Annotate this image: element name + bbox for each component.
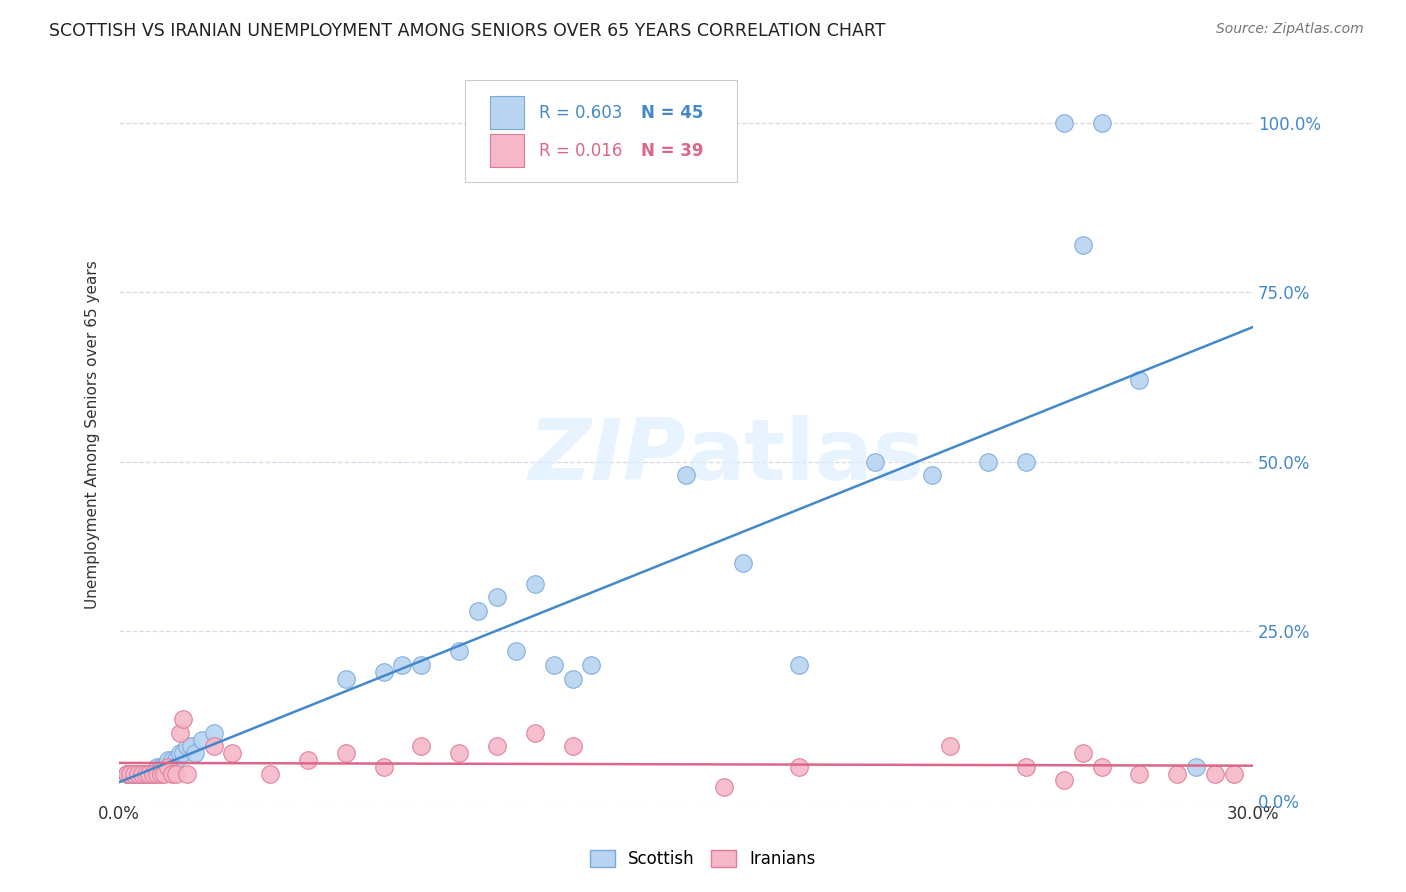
Point bbox=[977, 455, 1000, 469]
Point bbox=[523, 726, 546, 740]
Point bbox=[134, 766, 156, 780]
FancyBboxPatch shape bbox=[465, 79, 737, 182]
Point bbox=[335, 672, 357, 686]
Point bbox=[160, 766, 183, 780]
Point bbox=[122, 766, 145, 780]
Point bbox=[449, 644, 471, 658]
Point bbox=[1166, 766, 1188, 780]
Point bbox=[172, 746, 194, 760]
Text: SCOTTISH VS IRANIAN UNEMPLOYMENT AMONG SENIORS OVER 65 YEARS CORRELATION CHART: SCOTTISH VS IRANIAN UNEMPLOYMENT AMONG S… bbox=[49, 22, 886, 40]
Point bbox=[146, 760, 169, 774]
Text: atlas: atlas bbox=[686, 415, 924, 498]
Point bbox=[485, 739, 508, 754]
Point bbox=[789, 760, 811, 774]
Point bbox=[1071, 237, 1094, 252]
Point bbox=[411, 658, 433, 673]
Point bbox=[1223, 766, 1246, 780]
Point bbox=[391, 658, 413, 673]
Point bbox=[127, 766, 149, 780]
Text: R = 0.603: R = 0.603 bbox=[538, 104, 621, 122]
Point bbox=[543, 658, 565, 673]
Point bbox=[202, 739, 225, 754]
Point bbox=[1071, 746, 1094, 760]
Point bbox=[1128, 766, 1150, 780]
Text: Source: ZipAtlas.com: Source: ZipAtlas.com bbox=[1216, 22, 1364, 37]
Point bbox=[411, 739, 433, 754]
Point bbox=[142, 766, 165, 780]
Point bbox=[131, 766, 153, 780]
Point bbox=[1015, 760, 1038, 774]
Point bbox=[505, 644, 527, 658]
Point bbox=[1053, 116, 1076, 130]
Point bbox=[1015, 455, 1038, 469]
Point bbox=[335, 746, 357, 760]
Point bbox=[523, 576, 546, 591]
Point bbox=[149, 766, 172, 780]
Point bbox=[297, 753, 319, 767]
Point bbox=[467, 604, 489, 618]
Point bbox=[789, 658, 811, 673]
Point bbox=[134, 766, 156, 780]
Point bbox=[153, 766, 176, 780]
Point bbox=[160, 753, 183, 767]
Text: ZIP: ZIP bbox=[529, 415, 686, 498]
Point bbox=[259, 766, 281, 780]
Point bbox=[1204, 766, 1226, 780]
Point bbox=[157, 760, 180, 774]
Point bbox=[183, 746, 205, 760]
Text: R = 0.016: R = 0.016 bbox=[538, 142, 621, 161]
Point bbox=[1053, 773, 1076, 788]
Point bbox=[115, 766, 138, 780]
Point bbox=[138, 766, 160, 780]
Point bbox=[1128, 373, 1150, 387]
Point bbox=[157, 753, 180, 767]
Legend: Scottish, Iranians: Scottish, Iranians bbox=[583, 843, 823, 875]
Point bbox=[863, 455, 886, 469]
Point bbox=[221, 746, 243, 760]
Point bbox=[449, 746, 471, 760]
Point bbox=[713, 780, 735, 794]
Point bbox=[149, 760, 172, 774]
Point bbox=[120, 766, 142, 780]
Point bbox=[176, 766, 198, 780]
Point bbox=[1091, 760, 1114, 774]
Point bbox=[172, 712, 194, 726]
Point bbox=[180, 739, 202, 754]
Point bbox=[581, 658, 603, 673]
Point bbox=[731, 557, 754, 571]
Point bbox=[675, 468, 697, 483]
Point bbox=[127, 766, 149, 780]
Point bbox=[138, 766, 160, 780]
Point bbox=[165, 753, 187, 767]
Point bbox=[131, 766, 153, 780]
Point bbox=[165, 766, 187, 780]
Point bbox=[939, 739, 962, 754]
Point bbox=[120, 766, 142, 780]
Point bbox=[169, 746, 191, 760]
Point bbox=[485, 591, 508, 605]
Point bbox=[122, 766, 145, 780]
Point bbox=[202, 726, 225, 740]
Point bbox=[115, 766, 138, 780]
FancyBboxPatch shape bbox=[489, 96, 524, 129]
Y-axis label: Unemployment Among Seniors over 65 years: Unemployment Among Seniors over 65 years bbox=[86, 260, 100, 609]
Point bbox=[561, 739, 583, 754]
Point bbox=[169, 726, 191, 740]
Point bbox=[561, 672, 583, 686]
FancyBboxPatch shape bbox=[489, 135, 524, 168]
Point bbox=[191, 732, 214, 747]
Text: N = 45: N = 45 bbox=[641, 104, 703, 122]
Point bbox=[1185, 760, 1208, 774]
Text: N = 39: N = 39 bbox=[641, 142, 703, 161]
Point bbox=[146, 766, 169, 780]
Point bbox=[1091, 116, 1114, 130]
Point bbox=[176, 739, 198, 754]
Point bbox=[153, 760, 176, 774]
Point bbox=[142, 766, 165, 780]
Point bbox=[921, 468, 943, 483]
Point bbox=[373, 760, 395, 774]
Point bbox=[373, 665, 395, 679]
